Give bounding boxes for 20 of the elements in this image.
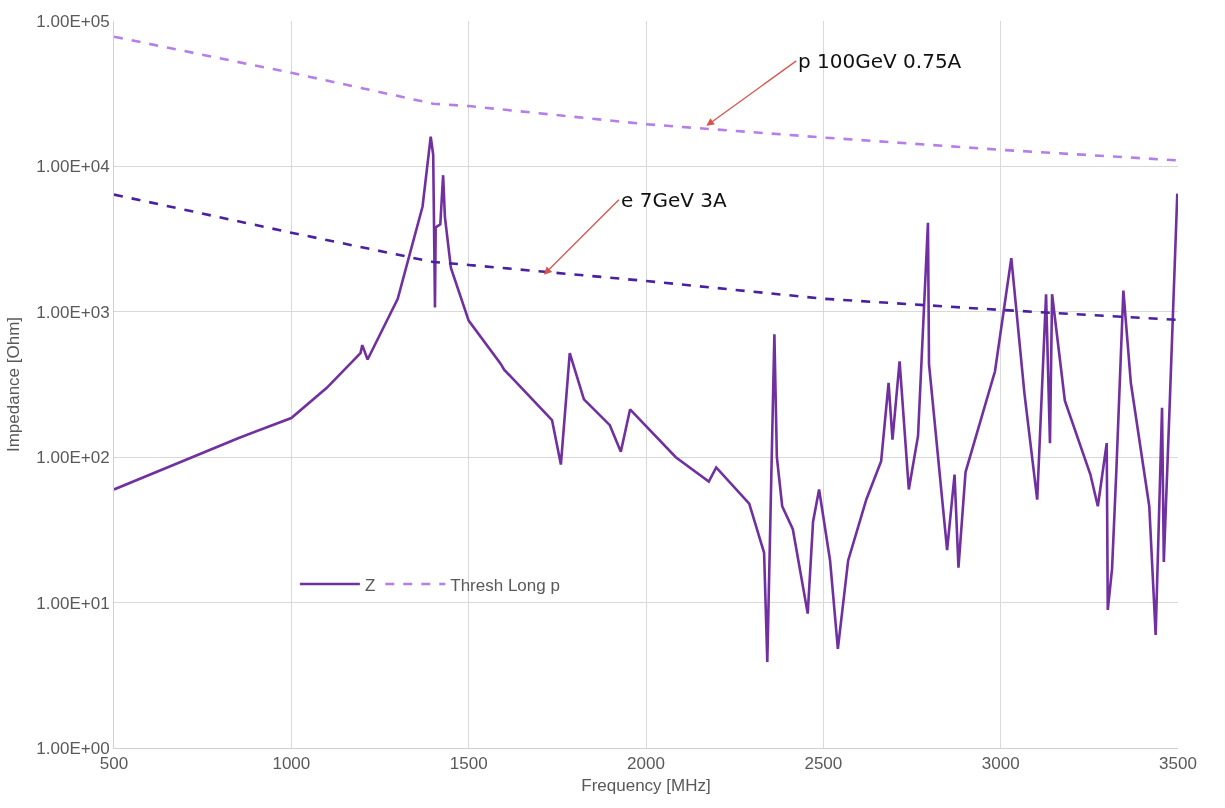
y-tick-label: 1.00E+05 [36, 11, 110, 31]
y-axis-title: Impedance [Ohm] [3, 316, 23, 453]
x-tick-label: 1500 [449, 754, 488, 774]
x-tick-label: 3500 [1159, 754, 1197, 774]
annotation: e 7GeV 3A [621, 188, 727, 212]
y-tick-label: 1.00E+01 [36, 593, 110, 613]
x-tick-label: 2500 [804, 754, 843, 774]
legend-label: Thresh Long p [450, 575, 560, 595]
x-tick-label: 1000 [272, 754, 311, 774]
x-tick-label: 3000 [981, 754, 1020, 774]
y-tick-label: 1.00E+04 [36, 157, 110, 177]
line-series [114, 193, 1178, 322]
line-series [114, 35, 1178, 162]
annotation: p 100GeV 0.75A [798, 49, 962, 73]
legend-label: Z [364, 575, 376, 595]
line-series [114, 135, 1178, 664]
x-tick-label: 2000 [627, 754, 665, 774]
x-axis-title: Frequency [MHz] [581, 775, 711, 795]
y-tick-label: 1.00E+03 [36, 302, 110, 322]
y-tick-label: 1.00E+02 [36, 448, 110, 468]
